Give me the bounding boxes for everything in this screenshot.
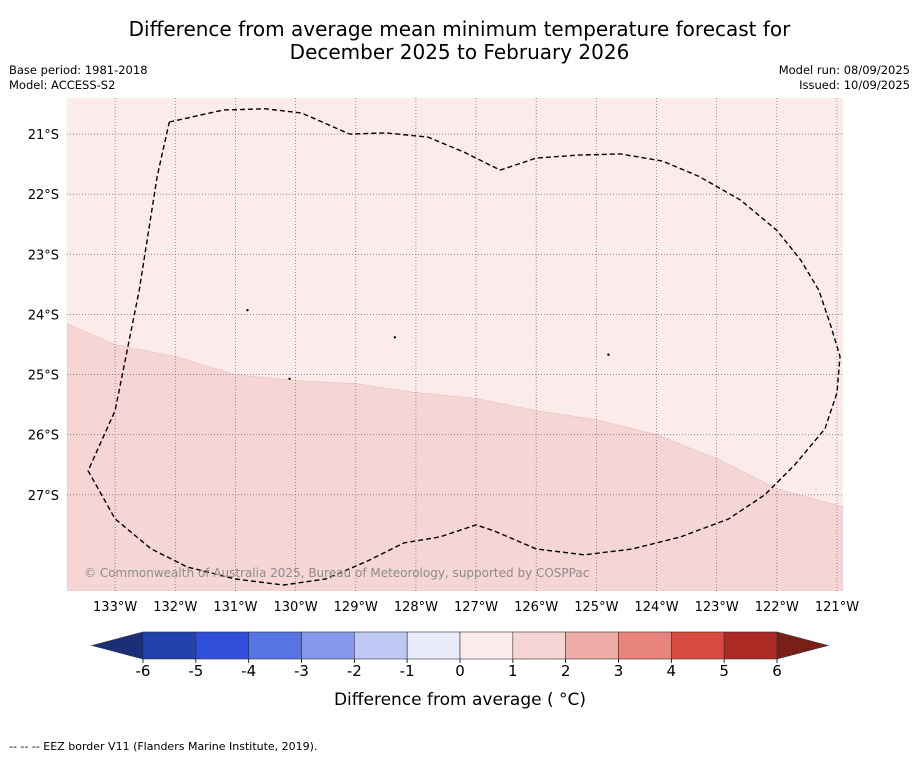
meta-left: Base period: 1981-2018 Model: ACCESS-S2	[9, 63, 148, 93]
colorbar-tick-label: 3	[614, 662, 624, 680]
lat-tick-label: 22°S	[28, 188, 59, 203]
colorbar-segment	[195, 631, 249, 660]
colorbar-segment	[565, 631, 619, 660]
lon-tick-label: 123°W	[695, 600, 739, 615]
colorbar-over-arrow	[776, 631, 830, 660]
lon-tick-label: 131°W	[213, 600, 257, 615]
colorbar-under-arrow	[90, 631, 144, 660]
lat-tick-label: 25°S	[28, 369, 59, 384]
lat-tick-label: 26°S	[28, 429, 59, 444]
base-period: Base period: 1981-2018	[9, 63, 148, 77]
model-run: Model run: 08/09/2025	[778, 63, 910, 77]
colorbar-segment	[459, 631, 514, 660]
lon-tick-label: 130°W	[274, 600, 318, 615]
lon-tick-label: 126°W	[514, 600, 558, 615]
meta-right: Model run: 08/09/2025 Issued: 10/09/2025	[779, 63, 910, 93]
lat-tick-label: 21°S	[28, 128, 59, 143]
lon-tick-label: 125°W	[574, 600, 618, 615]
colorbar-tick-label: 0	[455, 662, 465, 680]
footer-note: -- -- -- EEZ border V11 (Flanders Marine…	[9, 740, 318, 753]
lon-tick-label: 128°W	[394, 600, 438, 615]
colorbar-segment	[512, 631, 566, 660]
colorbar-segment	[723, 631, 778, 660]
colorbar-tick-label: -3	[294, 662, 309, 680]
lon-tick-label: 129°W	[334, 600, 378, 615]
island-marker	[288, 377, 291, 380]
colorbar-segment	[671, 631, 725, 660]
lon-tick-label: 121°W	[815, 600, 859, 615]
lat-tick-label: 24°S	[28, 308, 59, 323]
island-marker	[607, 353, 610, 356]
model-name: Model: ACCESS-S2	[9, 78, 116, 92]
colorbar-tick-label: 2	[561, 662, 571, 680]
island-marker	[393, 336, 397, 339]
colorbar-tick-label: 4	[667, 662, 677, 680]
colorbar-segment	[301, 631, 355, 660]
colorbar-tick-label: -4	[241, 662, 256, 680]
copyright-text: © Commonwealth of Australia 2025, Bureau…	[84, 566, 589, 580]
issued-date: Issued: 10/09/2025	[799, 78, 910, 92]
colorbar-tick-label: 1	[508, 662, 518, 680]
colorbar-segment	[618, 631, 672, 660]
colorbar-segment	[142, 631, 197, 660]
colorbar-tick-label: 5	[719, 662, 729, 680]
title-line-1: Difference from average mean minimum tem…	[128, 17, 791, 41]
chart-title: Difference from average mean minimum tem…	[0, 18, 919, 64]
colorbar-segment	[354, 631, 408, 660]
colorbar-tick-label: -2	[347, 662, 362, 680]
colorbar-tick-label: -6	[136, 662, 151, 680]
eez-border	[87, 108, 841, 586]
title-line-2: December 2025 to February 2026	[289, 40, 630, 64]
colorbar-tick-label: 6	[772, 662, 782, 680]
colorbar-segment	[406, 631, 461, 660]
lon-tick-label: 127°W	[454, 600, 498, 615]
colorbar-tick-label: -1	[400, 662, 415, 680]
lon-tick-label: 124°W	[634, 600, 678, 615]
colorbar-label: Difference from average ( °C)	[334, 690, 586, 710]
lat-tick-label: 27°S	[28, 489, 59, 504]
lon-tick-label: 133°W	[93, 600, 137, 615]
colorbar-segment	[248, 631, 302, 660]
lon-tick-label: 122°W	[755, 600, 799, 615]
colorbar-tick-label: -5	[188, 662, 203, 680]
island-marker	[246, 309, 249, 312]
lat-tick-label: 23°S	[28, 248, 59, 263]
lon-tick-label: 132°W	[153, 600, 197, 615]
